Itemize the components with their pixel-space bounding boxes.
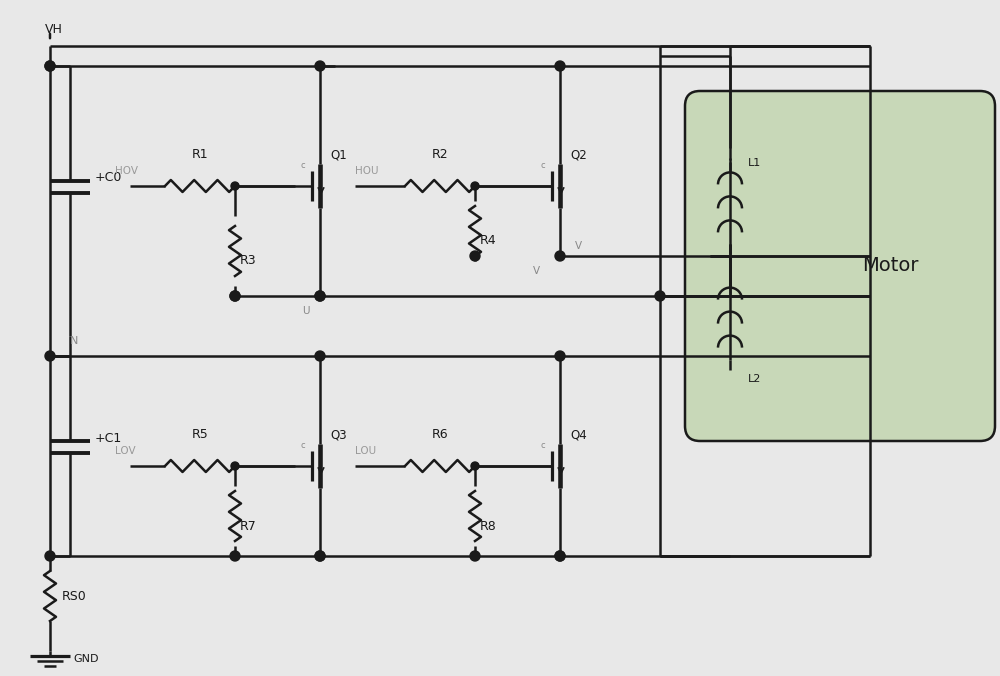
Text: c: c — [540, 441, 545, 450]
Text: Motor: Motor — [862, 256, 918, 276]
Text: U: U — [302, 306, 310, 316]
Circle shape — [470, 551, 480, 561]
Circle shape — [555, 61, 565, 71]
Text: R8: R8 — [480, 519, 497, 533]
Circle shape — [315, 551, 325, 561]
Text: Q3: Q3 — [330, 428, 347, 441]
Text: Q4: Q4 — [570, 428, 587, 441]
Circle shape — [555, 551, 565, 561]
Circle shape — [471, 462, 479, 470]
Text: R2: R2 — [432, 148, 448, 161]
Text: R3: R3 — [240, 254, 257, 268]
FancyBboxPatch shape — [685, 91, 995, 441]
Text: R6: R6 — [432, 428, 448, 441]
Text: N: N — [70, 336, 78, 346]
Circle shape — [45, 551, 55, 561]
Circle shape — [45, 61, 55, 71]
Text: GND: GND — [73, 654, 98, 664]
Text: +C0: +C0 — [95, 172, 122, 185]
Text: L1: L1 — [748, 158, 761, 168]
Text: R5: R5 — [192, 428, 208, 441]
Text: Q1: Q1 — [330, 148, 347, 161]
Text: Q2: Q2 — [570, 148, 587, 161]
Text: +C1: +C1 — [95, 431, 122, 445]
Circle shape — [315, 351, 325, 361]
Text: LOV: LOV — [115, 446, 136, 456]
Circle shape — [230, 291, 240, 301]
Text: V: V — [533, 266, 540, 276]
Circle shape — [555, 251, 565, 261]
Circle shape — [555, 551, 565, 561]
Circle shape — [230, 551, 240, 561]
Circle shape — [45, 351, 55, 361]
Text: HOV: HOV — [115, 166, 138, 176]
Circle shape — [471, 182, 479, 190]
Circle shape — [231, 182, 239, 190]
Circle shape — [555, 351, 565, 361]
Text: c: c — [300, 162, 305, 170]
Circle shape — [315, 291, 325, 301]
Text: VH: VH — [45, 23, 63, 36]
Circle shape — [315, 551, 325, 561]
Text: LOU: LOU — [355, 446, 376, 456]
Circle shape — [315, 291, 325, 301]
Circle shape — [315, 61, 325, 71]
Text: HOU: HOU — [355, 166, 378, 176]
Text: R1: R1 — [192, 148, 208, 161]
Text: RS0: RS0 — [62, 589, 87, 602]
Circle shape — [470, 251, 480, 261]
Text: R7: R7 — [240, 519, 257, 533]
Circle shape — [45, 61, 55, 71]
Text: V: V — [575, 241, 582, 251]
Text: L2: L2 — [748, 374, 761, 383]
Circle shape — [230, 291, 240, 301]
Text: c: c — [540, 162, 545, 170]
Circle shape — [655, 291, 665, 301]
Text: R4: R4 — [480, 235, 497, 247]
Text: c: c — [300, 441, 305, 450]
Circle shape — [231, 462, 239, 470]
